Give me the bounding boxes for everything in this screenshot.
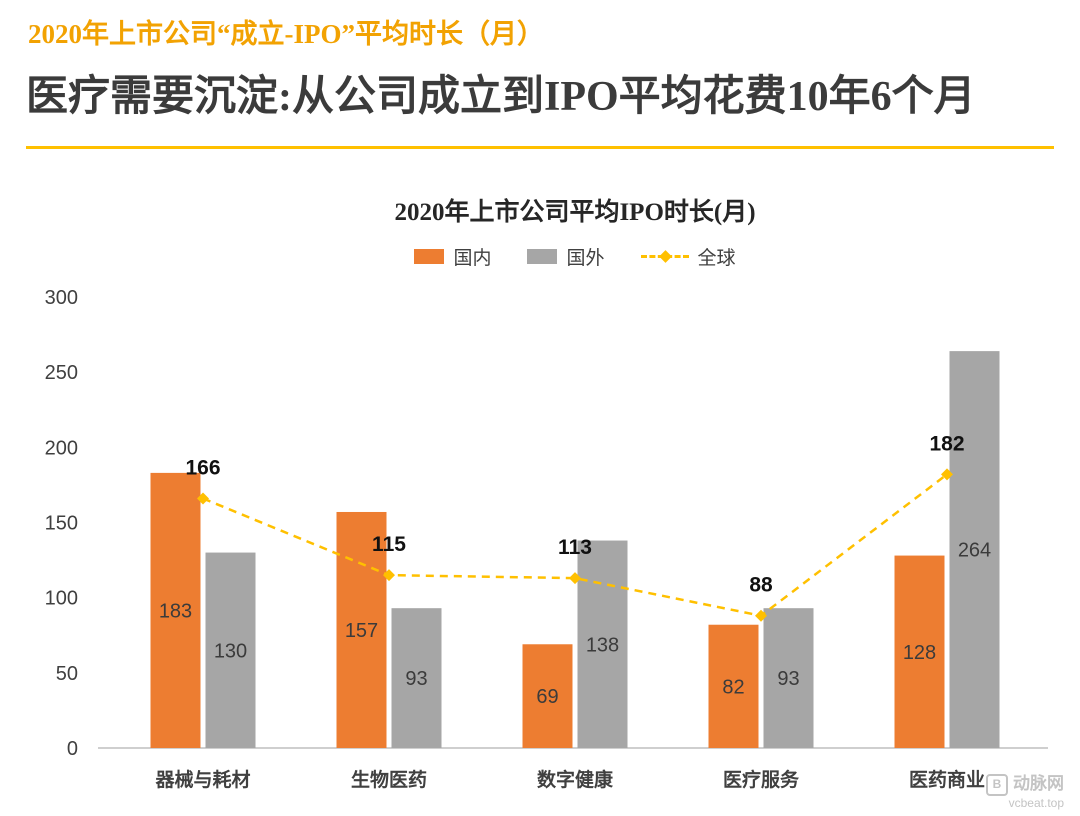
global-point-label: 166 xyxy=(185,456,220,479)
bar-value-label: 93 xyxy=(405,668,427,690)
bar-series-0 xyxy=(150,472,201,748)
bar-value-label: 130 xyxy=(214,640,247,662)
diamond-marker-icon xyxy=(658,249,672,263)
watermark-domain: vcbeat.top xyxy=(1008,795,1064,810)
legend-label: 全球 xyxy=(697,248,736,269)
bar-series-0 xyxy=(708,624,759,748)
bar-series-1 xyxy=(763,608,814,748)
bar-series-1 xyxy=(391,608,442,748)
bar-series-0 xyxy=(894,555,945,748)
legend-item-1: 国外 xyxy=(527,243,605,270)
bar-value-label: 128 xyxy=(903,642,936,664)
bar-series-0 xyxy=(522,644,573,748)
global-point-label: 115 xyxy=(372,533,406,556)
category-label: 器械与耗材 xyxy=(154,768,250,791)
y-tick-label: 0 xyxy=(67,738,78,760)
page-title: 医疗需要沉淀:从公司成立到IPO平均花费10年6个月 xyxy=(26,74,976,120)
y-tick-label: 250 xyxy=(45,362,78,384)
bar-series-0 xyxy=(336,511,387,748)
vcbeat-logo-icon: B xyxy=(986,773,1008,796)
bar-value-label: 264 xyxy=(958,540,991,562)
y-tick-label: 200 xyxy=(45,437,78,459)
global-point-marker xyxy=(755,609,767,622)
bar-value-label: 93 xyxy=(777,668,799,690)
legend-label: 国外 xyxy=(566,248,605,269)
watermark-brand: 动脉网 xyxy=(1013,774,1064,794)
global-point-marker xyxy=(197,492,209,505)
legend-label: 国内 xyxy=(453,248,492,269)
bar-value-label: 82 xyxy=(722,676,744,698)
legend-item-2: 全球 xyxy=(640,243,736,270)
chart-canvas: 0 50 100 150 200 250 300 183 157 69 82 128 130 93 138 9… xyxy=(45,287,1048,791)
bar-series-1 xyxy=(949,351,1000,748)
y-tick-label: 150 xyxy=(45,513,78,535)
bar-series-1 xyxy=(577,540,628,748)
legend-bar-swatch xyxy=(414,249,445,264)
kicker-title: 2020年上市公司“成立-IPO”平均时长（月） xyxy=(28,19,544,49)
global-point-label: 113 xyxy=(558,536,592,559)
category-label: 数字健康 xyxy=(537,768,614,791)
category-label: 生物医药 xyxy=(351,768,427,791)
watermark: B 动脉网 vcbeat.top xyxy=(986,773,1064,810)
bar-value-label: 157 xyxy=(345,620,378,642)
legend-item-0: 国内 xyxy=(414,243,491,270)
bar-series-1 xyxy=(205,552,256,748)
y-tick-label: 50 xyxy=(56,663,78,685)
global-point-label: 182 xyxy=(929,432,964,455)
bar-value-label: 69 xyxy=(536,686,558,708)
chart-legend: 国内 国外 全球 xyxy=(110,243,1040,270)
divider-line xyxy=(26,146,1054,149)
chart-title: 2020年上市公司平均IPO时长(月) xyxy=(394,199,756,226)
global-point-marker xyxy=(569,572,581,585)
legend-line-swatch xyxy=(640,249,689,263)
category-label: 医疗服务 xyxy=(723,768,800,791)
bar-value-label: 138 xyxy=(586,634,619,656)
global-point-label: 88 xyxy=(749,574,773,597)
legend-bar-swatch xyxy=(527,249,558,264)
category-label: 医药商业 xyxy=(909,768,985,791)
bar-value-label: 183 xyxy=(159,600,192,622)
global-point-marker xyxy=(941,468,953,481)
y-tick-label: 300 xyxy=(45,287,78,309)
y-tick-label: 100 xyxy=(45,588,78,610)
global-point-marker xyxy=(383,569,395,582)
